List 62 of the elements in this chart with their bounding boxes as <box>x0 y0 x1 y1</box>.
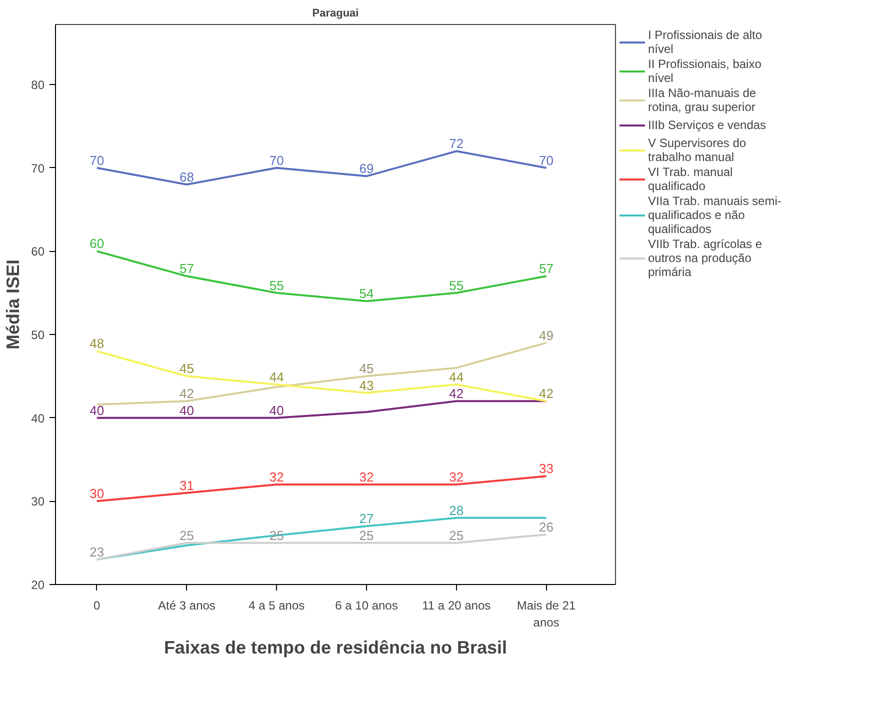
y-tick-label: 70 <box>31 161 45 176</box>
data-label: 70 <box>269 152 284 168</box>
data-label: 30 <box>90 486 104 502</box>
x-tick-label: 11 a 20 anos <box>422 598 491 612</box>
data-label: 44 <box>269 370 284 384</box>
y-tick-label: 20 <box>31 578 45 592</box>
y-tick-label: 30 <box>31 494 45 509</box>
data-label: 45 <box>359 361 374 376</box>
data-label: 32 <box>359 470 374 484</box>
data-label: 45 <box>180 361 194 376</box>
data-label: 40 <box>90 402 104 418</box>
data-label: 44 <box>449 370 464 384</box>
data-label: 25 <box>359 528 374 543</box>
x-tick-label: 0 <box>94 598 101 612</box>
chart-title: Paraguai <box>312 8 359 20</box>
legend-label: V Supervisores do trabalho manual <box>648 136 746 164</box>
legend-label: VIIb Trab. agrícolas e outros na produção primária <box>648 237 762 279</box>
data-label: 69 <box>359 161 374 176</box>
data-label: 70 <box>539 152 554 168</box>
data-label: 32 <box>449 470 464 484</box>
data-label: 40 <box>180 402 194 418</box>
y-tick-label: 40 <box>31 411 45 426</box>
data-label: 28 <box>449 502 464 518</box>
data-label: 32 <box>269 470 284 484</box>
data-label: 68 <box>180 170 194 184</box>
data-label: 25 <box>449 528 464 543</box>
data-label: 54 <box>359 286 374 302</box>
data-label: 42 <box>449 386 464 402</box>
y-tick-label: 80 <box>31 78 45 92</box>
data-label: 55 <box>269 278 284 293</box>
data-label: 40 <box>269 402 284 418</box>
data-label: 42 <box>539 386 554 402</box>
data-label: 57 <box>180 261 194 276</box>
legend-label: II Profissionais, baixo nível <box>648 57 762 85</box>
legend-label: VI Trab. manual qualificado <box>648 165 733 193</box>
y-tick-label: 60 <box>31 244 45 259</box>
data-label: 33 <box>539 461 554 476</box>
x-tick-label: 6 a 10 anos <box>335 598 398 612</box>
data-label: 49 <box>539 328 554 343</box>
legend-label: IIIa Não-manuais de rotina, grau superior <box>648 86 756 114</box>
data-label: 42 <box>180 386 194 402</box>
data-label: 25 <box>180 528 194 543</box>
legend-label: I Profissionais de alto nível <box>648 28 762 56</box>
legend-label: IIIb Serviços e vendas <box>648 118 766 132</box>
data-label: 55 <box>449 278 464 293</box>
data-label: 57 <box>539 261 554 276</box>
y-tick-label: 50 <box>31 328 45 342</box>
y-axis-title: Média ISEI <box>3 259 24 350</box>
data-label: 72 <box>449 136 464 152</box>
data-label: 31 <box>180 478 194 493</box>
data-label: 48 <box>90 336 104 352</box>
x-axis-title: Faixas de tempo de residência no Brasil <box>164 637 508 658</box>
data-label: 27 <box>359 511 374 526</box>
x-tick-label: 4 a 5 anos <box>248 598 305 612</box>
legend-label: VIIa Trab. manuais semi-qualificados e não qualificados <box>648 194 782 236</box>
data-label: 43 <box>359 378 374 393</box>
data-label: 60 <box>90 236 104 252</box>
data-label: 26 <box>539 520 554 534</box>
x-tick-label: Até 3 anos <box>158 598 216 612</box>
data-label: 70 <box>90 152 104 168</box>
data-label: 23 <box>90 544 104 560</box>
x-tick-label: Mais de 21 anos <box>516 598 576 630</box>
